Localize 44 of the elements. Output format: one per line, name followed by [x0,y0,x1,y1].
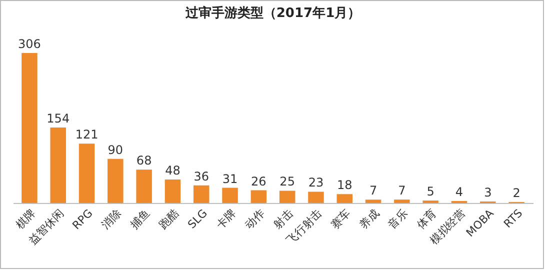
bar [136,170,152,203]
x-tick-label: 捕鱼 [128,206,153,232]
x-tick-label: RTS [501,206,526,231]
data-label: 154 [46,112,70,126]
x-tick-label: 射击 [271,206,296,232]
x-tick-label: 赛车 [328,206,354,232]
chart-title: 过审手游类型（2017年1月） [184,5,361,21]
bar [279,190,296,203]
data-label: 23 [308,176,324,190]
data-label: 5 [426,184,434,199]
data-label: 4 [455,185,464,200]
data-label: 25 [280,174,295,189]
x-tick-label: 音乐 [386,206,410,232]
data-label: 26 [251,174,266,188]
data-label: 31 [222,172,238,186]
bar [250,190,267,203]
bar [336,194,353,203]
data-label: 3 [484,186,492,200]
data-label: 7 [398,184,406,198]
bar [365,200,382,203]
bar [193,185,210,203]
data-label: 68 [136,154,152,168]
data-label: 306 [18,37,41,51]
data-label: 90 [108,142,124,157]
bar [394,200,410,203]
bar [222,188,238,203]
x-tick-label: 动作 [242,206,268,232]
data-label: 18 [336,178,352,192]
bar [164,179,181,203]
data-label: 48 [165,163,180,178]
x-tick-label: 消除 [99,206,124,232]
bar [108,158,124,203]
bar [78,144,95,203]
x-tick-label: 跑酷 [156,206,182,232]
data-label: 36 [194,169,210,184]
data-label: 2 [512,186,520,200]
bar [22,53,38,203]
data-label: 7 [369,184,378,198]
bar [50,128,66,203]
x-tick-label: 体育 [414,206,440,232]
x-tick-label: 养成 [357,206,382,232]
data-label: 121 [75,128,98,142]
bar [308,192,324,203]
x-tick-label: 卡牌 [214,206,239,232]
